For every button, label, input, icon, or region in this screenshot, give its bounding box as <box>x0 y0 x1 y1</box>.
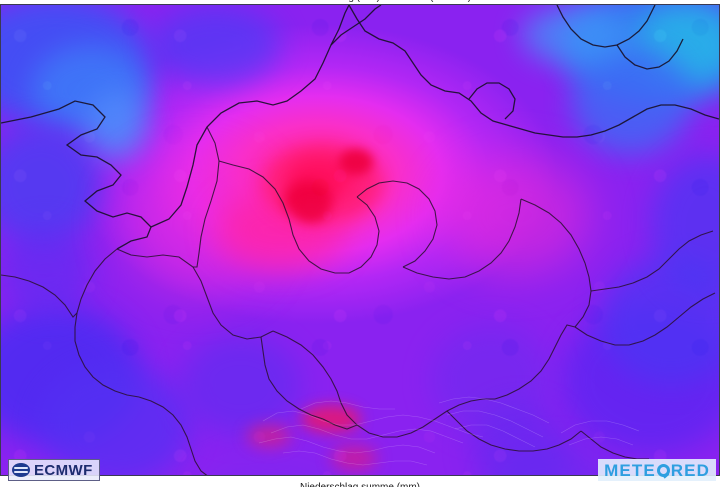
field-texture-layer <box>1 5 719 475</box>
ecmwf-globe-icon <box>12 463 30 477</box>
meteored-label-part1: METE <box>604 460 656 480</box>
alpine-relief <box>259 397 639 465</box>
bottom-caption: Niederschlag summe (mm) <box>0 482 720 487</box>
ecmwf-logo-label: ECMWF <box>34 461 93 479</box>
coastlines <box>1 5 719 249</box>
meteored-logo-label: METE RED <box>604 462 710 479</box>
ecmwf-logo: ECMWF <box>8 459 100 481</box>
meteored-label-part2: RED <box>670 460 710 480</box>
geography-overlay <box>1 5 720 476</box>
country-borders <box>1 127 715 476</box>
meteored-logo: METE RED <box>598 459 716 481</box>
cool-patches-layer <box>1 5 719 475</box>
top-caption: ECMWF - Niederschlag (mm) - Mi 17.07 (12… <box>0 0 720 4</box>
meteored-o-icon <box>656 463 670 477</box>
map-canvas[interactable] <box>0 4 720 476</box>
